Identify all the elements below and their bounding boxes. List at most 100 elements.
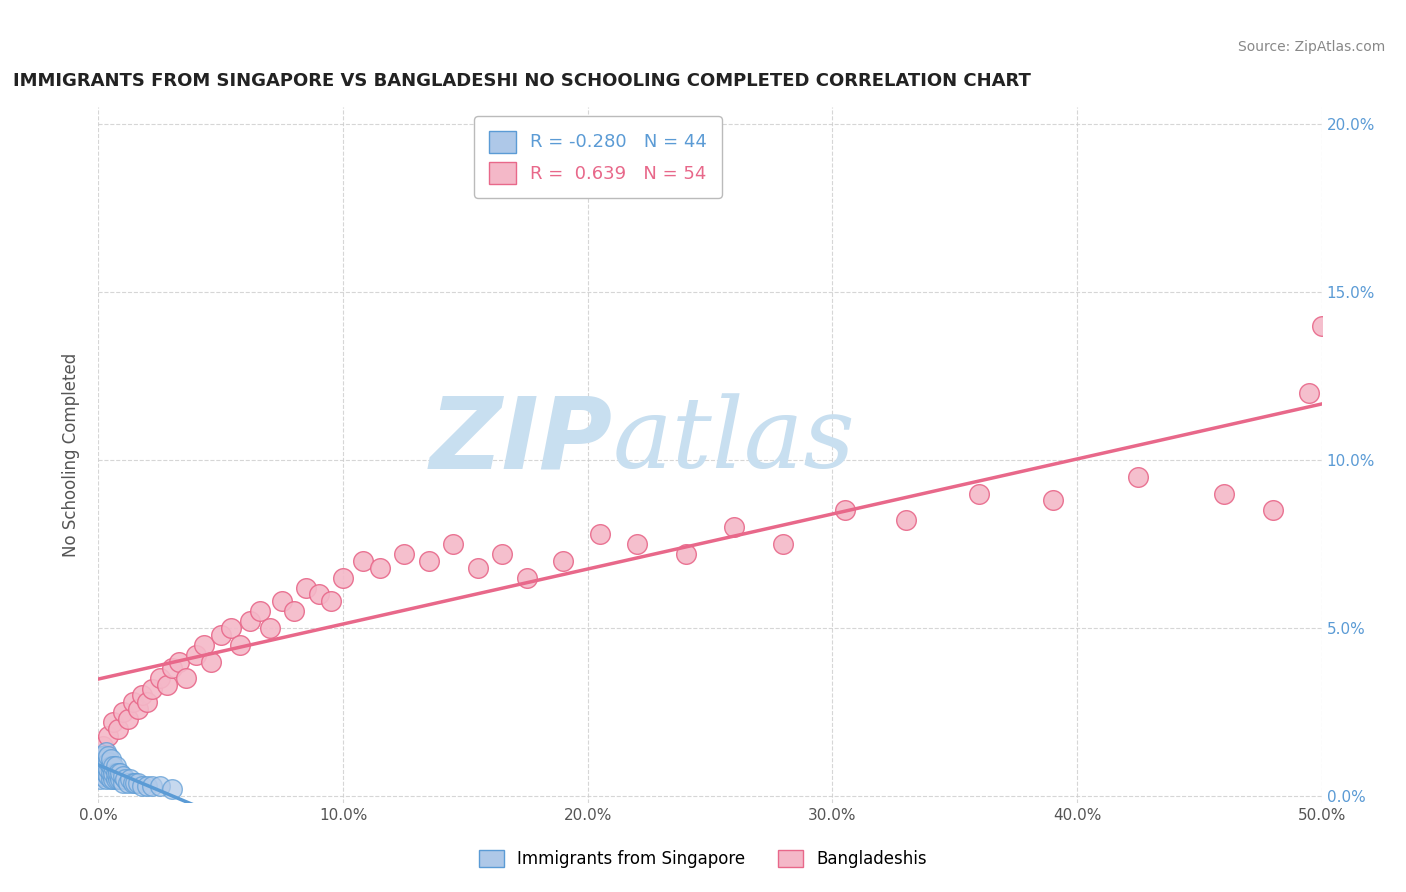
- Point: [149, 779, 172, 793]
- Point: [104, 759, 127, 773]
- Point: [1310, 318, 1333, 333]
- Point: [127, 701, 149, 715]
- Text: ZIP: ZIP: [429, 392, 612, 490]
- Point: [259, 621, 281, 635]
- Point: [332, 571, 354, 585]
- Point: [723, 520, 745, 534]
- Point: [111, 769, 134, 783]
- Point: [131, 779, 153, 793]
- Point: [94, 759, 117, 773]
- Point: [127, 775, 149, 789]
- Point: [91, 748, 114, 763]
- Point: [107, 772, 129, 787]
- Text: atlas: atlas: [612, 393, 855, 489]
- Point: [1128, 469, 1150, 483]
- Point: [515, 571, 537, 585]
- Point: [553, 554, 575, 568]
- Point: [772, 537, 794, 551]
- Point: [91, 769, 114, 783]
- Point: [160, 782, 183, 797]
- Y-axis label: No Schooling Completed: No Schooling Completed: [62, 353, 80, 557]
- Point: [418, 554, 440, 568]
- Point: [160, 661, 183, 675]
- Point: [219, 621, 242, 635]
- Point: [97, 756, 120, 770]
- Point: [110, 765, 132, 780]
- Point: [104, 772, 127, 787]
- Point: [967, 486, 990, 500]
- Point: [392, 547, 416, 561]
- Point: [156, 678, 179, 692]
- Point: [491, 547, 513, 561]
- Point: [368, 560, 391, 574]
- Point: [124, 775, 146, 789]
- Point: [834, 503, 856, 517]
- Point: [120, 772, 142, 787]
- Point: [149, 672, 172, 686]
- Point: [104, 765, 127, 780]
- Point: [589, 527, 612, 541]
- Point: [90, 762, 112, 776]
- Point: [176, 672, 198, 686]
- Point: [117, 775, 139, 789]
- Point: [193, 638, 215, 652]
- Point: [121, 775, 143, 789]
- Point: [239, 615, 262, 629]
- Point: [283, 604, 305, 618]
- Point: [1042, 493, 1064, 508]
- Point: [97, 748, 120, 763]
- Point: [111, 775, 134, 789]
- Point: [675, 547, 697, 561]
- Point: [91, 762, 114, 776]
- Point: [167, 655, 190, 669]
- Point: [295, 581, 318, 595]
- Point: [100, 772, 122, 787]
- Point: [200, 655, 222, 669]
- Point: [894, 513, 917, 527]
- Point: [111, 705, 134, 719]
- Point: [136, 779, 159, 793]
- Point: [1261, 503, 1284, 517]
- Point: [97, 729, 120, 743]
- Point: [100, 752, 122, 766]
- Point: [94, 772, 117, 787]
- Point: [94, 765, 117, 780]
- Legend: Immigrants from Singapore, Bangladeshis: Immigrants from Singapore, Bangladeshis: [472, 843, 934, 875]
- Point: [101, 715, 124, 730]
- Point: [97, 769, 120, 783]
- Text: Source: ZipAtlas.com: Source: ZipAtlas.com: [1237, 40, 1385, 54]
- Point: [101, 765, 124, 780]
- Point: [319, 594, 342, 608]
- Point: [94, 752, 117, 766]
- Point: [97, 762, 120, 776]
- Point: [1298, 385, 1320, 400]
- Point: [100, 759, 122, 773]
- Point: [117, 712, 139, 726]
- Point: [308, 587, 330, 601]
- Text: IMMIGRANTS FROM SINGAPORE VS BANGLADESHI NO SCHOOLING COMPLETED CORRELATION CHAR: IMMIGRANTS FROM SINGAPORE VS BANGLADESHI…: [13, 72, 1031, 90]
- Point: [100, 765, 122, 780]
- Point: [441, 537, 464, 551]
- Point: [1212, 486, 1234, 500]
- Point: [209, 628, 232, 642]
- Point: [90, 748, 112, 763]
- Point: [229, 638, 252, 652]
- Point: [270, 594, 294, 608]
- Point: [186, 648, 208, 662]
- Point: [352, 554, 374, 568]
- Point: [141, 681, 163, 696]
- Point: [110, 772, 132, 787]
- Point: [107, 722, 129, 736]
- Point: [89, 772, 111, 787]
- Point: [90, 756, 112, 770]
- Point: [249, 604, 271, 618]
- Point: [141, 779, 163, 793]
- Point: [131, 688, 153, 702]
- Point: [107, 765, 129, 780]
- Point: [91, 739, 114, 753]
- Point: [94, 745, 117, 759]
- Point: [626, 537, 648, 551]
- Point: [101, 759, 124, 773]
- Point: [136, 695, 159, 709]
- Point: [114, 772, 136, 787]
